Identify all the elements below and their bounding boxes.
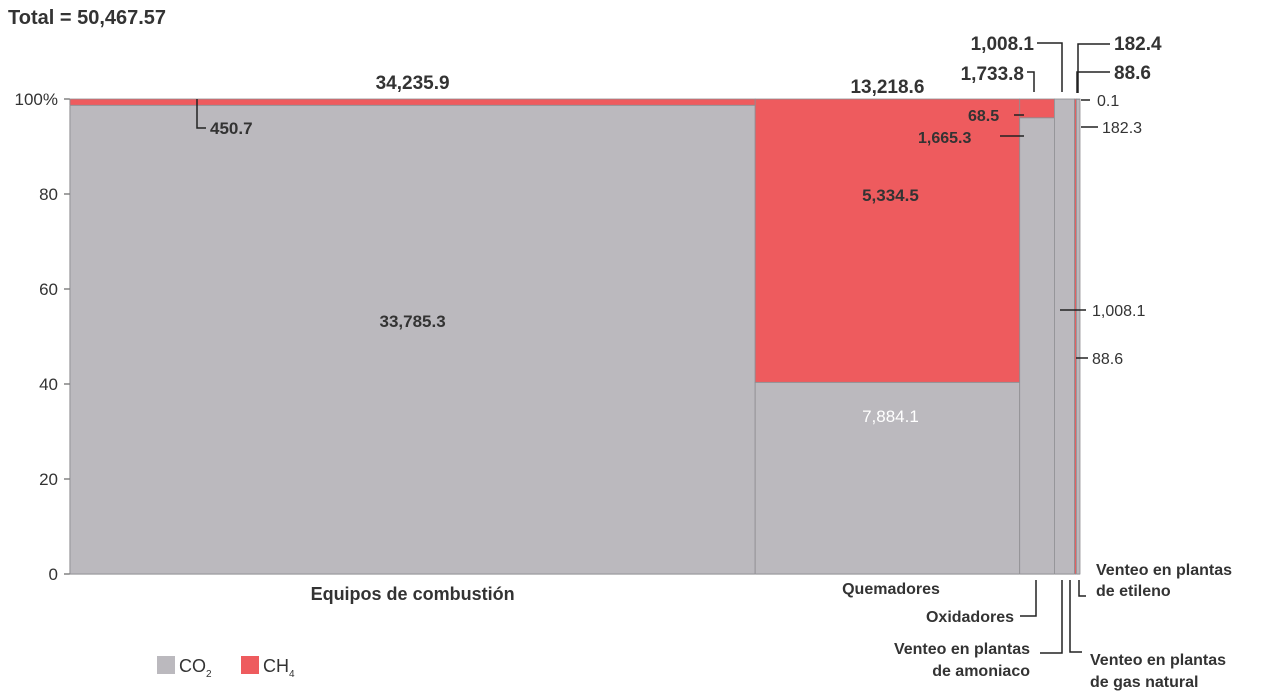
y-axis-tick-label: 100% <box>15 90 58 109</box>
y-axis-tick-label: 80 <box>39 185 58 204</box>
bar-co2-label: 33,785.3 <box>379 312 445 331</box>
callout-leader <box>1020 580 1037 617</box>
bar-total-label: 182.4 <box>1114 34 1162 55</box>
y-axis-tick-label: 40 <box>39 375 58 394</box>
bar-ch4-label: 68.5 <box>968 108 999 125</box>
bar-total-label: 13,218.6 <box>850 77 924 98</box>
bar-co2-label: 1,008.1 <box>1092 303 1145 320</box>
callout-leader <box>1027 71 1035 92</box>
bars-layer <box>69 98 1081 575</box>
category-label: Venteo en plantas <box>1090 652 1226 669</box>
labels-layer: 34,235.9 33,785.3 450.7 Equipos de combusti… <box>196 34 1232 691</box>
chart-total-label: Total = 50,467.57 <box>8 7 166 29</box>
y-axis-tick-label: 20 <box>39 470 58 489</box>
bar-co2-label: 5,334.5 <box>862 186 919 205</box>
bar-co2-label: 1,665.3 <box>918 130 971 147</box>
y-axis-tick-label: 0 <box>49 565 58 584</box>
category-label: Equipos de combustión <box>311 584 515 604</box>
bar-ch4 <box>69 98 756 106</box>
bar-total-label: 1,008.1 <box>971 34 1035 55</box>
bar-co2 <box>754 381 1021 575</box>
category-label: Oxidadores <box>926 609 1014 626</box>
legend-co2-swatch <box>157 656 175 674</box>
bar-ch4 <box>1019 98 1055 119</box>
bar-total-label: 1,733.8 <box>961 64 1024 85</box>
callout-leader <box>1040 580 1063 654</box>
y-axis-tick-label: 60 <box>39 280 58 299</box>
callout-leader <box>1078 580 1086 597</box>
legend-co2-label: CO2 <box>179 656 212 680</box>
callout-leader <box>196 99 206 129</box>
callout-leader <box>1037 42 1063 92</box>
legend-ch4-swatch <box>241 656 259 674</box>
bar-co2-label: 182.3 <box>1102 120 1142 137</box>
bar-total-label: 34,235.9 <box>376 73 450 94</box>
category-label: Venteo en plantas <box>894 641 1030 658</box>
category-label: Venteo en plantas <box>1096 562 1232 579</box>
bar-co2 <box>69 104 756 575</box>
category-label: Quemadores <box>842 581 940 598</box>
category-label: de etileno <box>1096 583 1171 600</box>
callout-leader <box>1076 71 1110 93</box>
category-label: de amoniaco <box>932 663 1030 680</box>
bar-co2 <box>1054 98 1075 575</box>
legend: CO2 CH4 <box>157 656 295 680</box>
category-label: de gas natural <box>1090 674 1198 691</box>
callout-leader <box>1077 43 1110 93</box>
bar-ch4-label: 88.6 <box>1092 351 1123 368</box>
bar-ch4 <box>754 98 1021 383</box>
bar-ch4-label: 7,884.1 <box>862 407 919 426</box>
bar-co2 <box>1019 117 1055 575</box>
legend-ch4-label: CH4 <box>263 656 295 680</box>
bar-ch4-label: 0.1 <box>1097 93 1119 110</box>
bar-total-label: 88.6 <box>1114 63 1151 84</box>
callout-leader <box>1069 580 1082 653</box>
bar-ch4-label: 450.7 <box>210 119 253 138</box>
bar-co2 <box>1075 98 1081 575</box>
